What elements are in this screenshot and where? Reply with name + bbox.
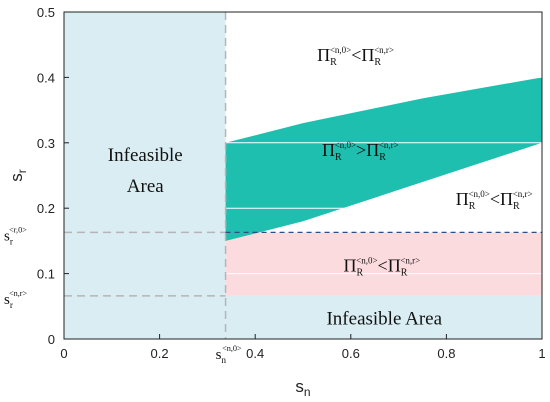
region-labels: Infeasible Area Infeasible Area bbox=[108, 145, 443, 330]
y-tick-label: 0.2 bbox=[37, 201, 55, 216]
region-pink-band bbox=[225, 232, 542, 296]
infeasible-left-label-line2: Area bbox=[127, 176, 164, 197]
plot-frame bbox=[63, 11, 543, 340]
x-tick-label: 0.4 bbox=[246, 346, 264, 361]
threshold-label-sr-r0-text: sr<r,0> bbox=[4, 225, 27, 247]
threshold-lines bbox=[64, 12, 542, 339]
annotations: ΠR<n,0><ΠR<n,r> ΠR<n,0>>ΠR<n,r> ΠR<n,0><ΠR… bbox=[317, 45, 532, 279]
threshold-label-sr-nr: sr<n,r> bbox=[4, 289, 28, 311]
region-infeasible-left bbox=[64, 12, 226, 339]
threshold-label-sr-nr-text: sr<n,r> bbox=[4, 289, 28, 311]
y-tick-label: 0.1 bbox=[37, 267, 55, 282]
axis-ticks: 0 0.2 0.4 0.6 0.8 1 0 0.1 0.2 0.3 0.4 0.5 sr<r,0> sr<… bbox=[4, 5, 546, 366]
annot-pink: ΠR<n,0><ΠR<n,r> bbox=[343, 256, 420, 279]
y-tick-label: 0.3 bbox=[37, 136, 55, 151]
x-tick-label: 0.6 bbox=[342, 346, 360, 361]
plot-regions bbox=[64, 12, 542, 339]
infeasible-left-label-line1: Infeasible bbox=[108, 145, 183, 166]
y-tick-label: 0.4 bbox=[37, 70, 55, 85]
threshold-label-sn-n0: sn<n,0> bbox=[216, 344, 242, 366]
y-axis-label: sr bbox=[7, 169, 29, 182]
threshold-label-sn-n0-text: sn<n,0> bbox=[216, 344, 242, 366]
region-infeasible-bottom bbox=[225, 295, 542, 339]
region-teal-band bbox=[225, 77, 542, 241]
annot-top: ΠR<n,0><ΠR<n,r> bbox=[317, 45, 394, 68]
y-tick-label: 0 bbox=[48, 332, 55, 347]
x-tick-label: 0.8 bbox=[437, 346, 455, 361]
annot-right: ΠR<n,0><ΠR<n,r> bbox=[456, 189, 533, 212]
annot-teal: ΠR<n,0>>ΠR<n,r> bbox=[322, 140, 399, 163]
axis-titles: sn sr bbox=[7, 169, 311, 399]
grid-lines bbox=[225, 76, 542, 275]
x-tick-label: 0.2 bbox=[151, 346, 169, 361]
y-tick-label: 0.5 bbox=[37, 5, 55, 20]
threshold-label-sr-r0: sr<r,0> bbox=[4, 225, 27, 247]
x-tick-label: 1 bbox=[538, 346, 545, 361]
x-axis-label: sn bbox=[295, 377, 310, 399]
infeasible-bottom-label: Infeasible Area bbox=[326, 309, 442, 330]
x-tick-label: 0 bbox=[60, 346, 67, 361]
